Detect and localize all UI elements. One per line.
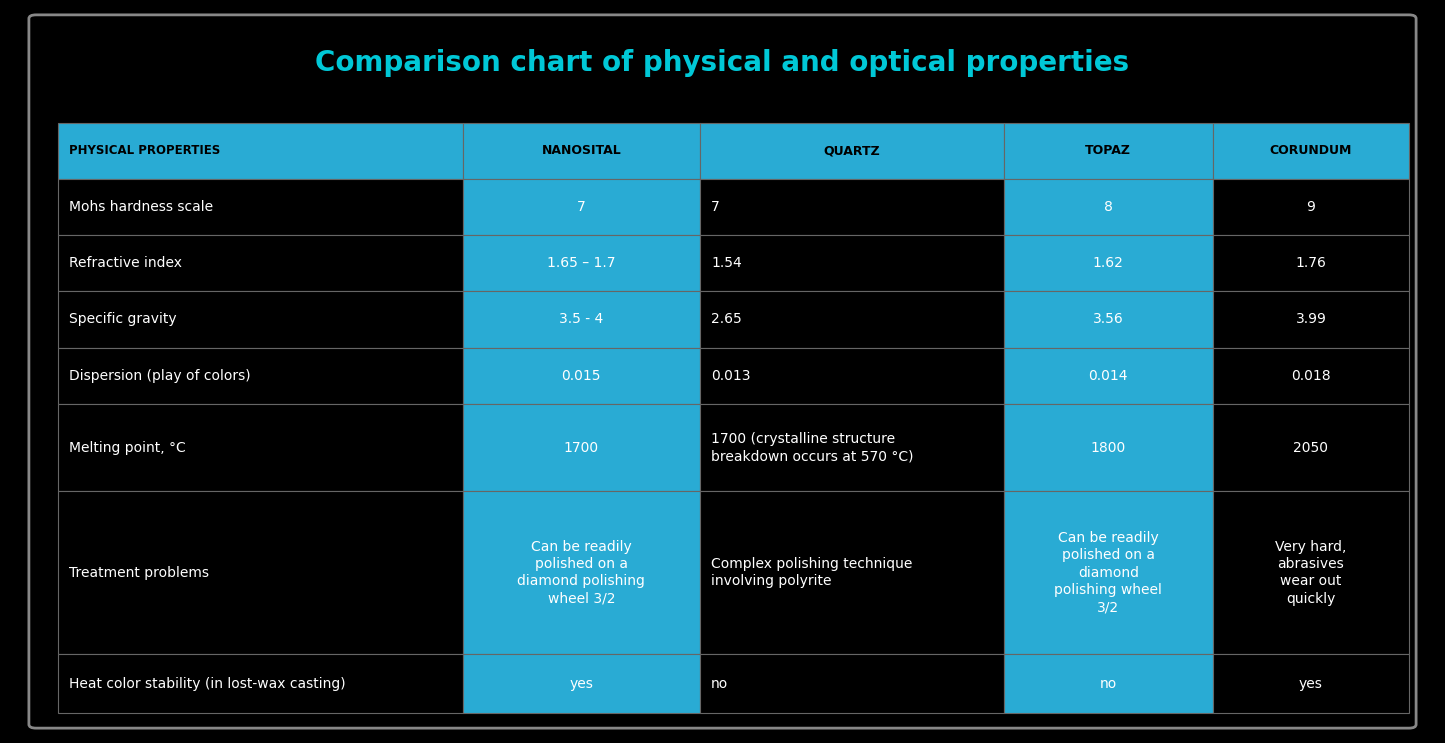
Bar (1212, 654, 1409, 713)
Bar (462, 179, 699, 235)
Bar (1003, 123, 1212, 179)
Text: Very hard,
abrasives
wear out
quickly: Very hard, abrasives wear out quickly (1276, 539, 1347, 606)
Text: 9: 9 (1306, 200, 1315, 214)
Text: yes: yes (1299, 677, 1322, 690)
FancyBboxPatch shape (29, 15, 1416, 728)
Text: Refractive index: Refractive index (69, 256, 182, 270)
Text: Complex polishing technique
involving polyrite: Complex polishing technique involving po… (711, 557, 912, 588)
Text: Heat color stability (in lost-wax casting): Heat color stability (in lost-wax castin… (69, 677, 345, 690)
Text: Mohs hardness scale: Mohs hardness scale (69, 200, 214, 214)
Text: 0.015: 0.015 (562, 369, 601, 383)
Bar (58, 404, 462, 491)
Bar (1212, 404, 1409, 491)
Bar (1003, 235, 1212, 291)
Text: 3.99: 3.99 (1296, 313, 1327, 326)
Text: Comparison chart of physical and optical properties: Comparison chart of physical and optical… (315, 49, 1130, 77)
Bar (1212, 491, 1409, 654)
Text: QUARTZ: QUARTZ (824, 144, 880, 158)
Text: 7: 7 (577, 200, 585, 214)
Bar (58, 179, 462, 235)
Text: 0.018: 0.018 (1292, 369, 1331, 383)
Bar (58, 291, 462, 348)
Bar (699, 491, 1003, 654)
Bar (1003, 179, 1212, 235)
Bar (1212, 123, 1409, 179)
Text: 1.62: 1.62 (1092, 256, 1124, 270)
Text: Melting point, °C: Melting point, °C (69, 441, 186, 455)
Text: yes: yes (569, 677, 594, 690)
Bar (462, 235, 699, 291)
Bar (699, 235, 1003, 291)
Bar (58, 491, 462, 654)
Bar (1003, 348, 1212, 404)
Text: 1.76: 1.76 (1296, 256, 1327, 270)
Text: 1700 (crystalline structure
breakdown occurs at 570 °C): 1700 (crystalline structure breakdown oc… (711, 432, 913, 464)
Bar (1003, 404, 1212, 491)
Text: TOPAZ: TOPAZ (1085, 144, 1131, 158)
Bar (462, 348, 699, 404)
Text: 0.014: 0.014 (1088, 369, 1129, 383)
Bar (462, 404, 699, 491)
Text: 2.65: 2.65 (711, 313, 741, 326)
Bar (462, 491, 699, 654)
Text: Can be readily
polished on a
diamond
polishing wheel
3/2: Can be readily polished on a diamond pol… (1055, 531, 1162, 614)
Text: 2050: 2050 (1293, 441, 1328, 455)
Bar (1003, 491, 1212, 654)
Bar (1003, 291, 1212, 348)
Text: Specific gravity: Specific gravity (69, 313, 176, 326)
Text: no: no (711, 677, 728, 690)
Text: PHYSICAL PROPERTIES: PHYSICAL PROPERTIES (69, 144, 221, 158)
Text: no: no (1100, 677, 1117, 690)
Bar (699, 348, 1003, 404)
Text: 1800: 1800 (1091, 441, 1126, 455)
Text: Treatment problems: Treatment problems (69, 565, 210, 580)
Text: 1.65 – 1.7: 1.65 – 1.7 (548, 256, 616, 270)
Bar (1212, 291, 1409, 348)
Text: 7: 7 (711, 200, 720, 214)
Text: NANOSITAL: NANOSITAL (542, 144, 621, 158)
Text: 0.013: 0.013 (711, 369, 750, 383)
Bar (699, 404, 1003, 491)
Text: 3.56: 3.56 (1092, 313, 1124, 326)
Text: 1700: 1700 (564, 441, 598, 455)
Text: 8: 8 (1104, 200, 1113, 214)
Text: 1.54: 1.54 (711, 256, 741, 270)
Bar (699, 291, 1003, 348)
Bar (462, 123, 699, 179)
Bar (1212, 348, 1409, 404)
Text: 3.5 - 4: 3.5 - 4 (559, 313, 604, 326)
Bar (462, 291, 699, 348)
Bar (699, 179, 1003, 235)
Bar (1003, 654, 1212, 713)
Bar (1212, 179, 1409, 235)
Bar (58, 235, 462, 291)
Bar (699, 654, 1003, 713)
Text: Can be readily
polished on a
diamond polishing
wheel 3/2: Can be readily polished on a diamond pol… (517, 539, 646, 606)
Text: Dispersion (play of colors): Dispersion (play of colors) (69, 369, 251, 383)
Bar (58, 348, 462, 404)
Bar (58, 123, 462, 179)
Bar (1212, 235, 1409, 291)
Bar (58, 654, 462, 713)
Bar (462, 654, 699, 713)
Text: CORUNDUM: CORUNDUM (1270, 144, 1353, 158)
Bar (699, 123, 1003, 179)
